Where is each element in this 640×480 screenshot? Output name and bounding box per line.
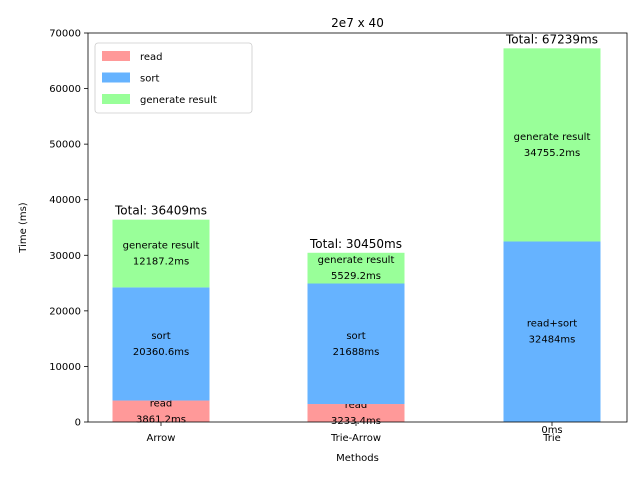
bar-sort-arrow [112, 287, 210, 401]
y-tick-label: 20000 [49, 306, 81, 317]
y-tick-label: 10000 [49, 362, 81, 373]
chart-title: 2e7 x 40 [331, 16, 384, 30]
total-label: Total: 30450ms [309, 237, 402, 251]
bar-read-trie-arrow [307, 404, 405, 422]
bar-sort-trie-arrow [307, 283, 405, 405]
legend-box [94, 42, 253, 114]
bar-generate-result-arrow [112, 219, 210, 288]
legend-label: read [140, 52, 163, 63]
legend-swatch [102, 94, 130, 104]
legend-label: sort [140, 74, 159, 85]
segment-label: read+sort 32484ms [527, 319, 577, 346]
y-axis-label: Time (ms) [18, 202, 29, 254]
segment-label: generate result 5529.2ms [318, 255, 395, 282]
plot-frame [87, 32, 628, 423]
segment-label: read 3233.4ms [331, 400, 381, 427]
bar-read-arrow [112, 400, 210, 422]
total-label: Total: 67239ms [505, 32, 598, 46]
bar-generate-result-trie [503, 48, 601, 242]
y-tick-label: 70000 [49, 29, 81, 40]
segment-label: generate result 12187.2ms [123, 241, 200, 268]
bar-generate-result-trie-arrow [307, 252, 405, 284]
y-tick-label: 30000 [49, 251, 81, 262]
bars-layer: read 3861.2ms read 3233.4ms 0ms sort 20360.6ms… [112, 32, 601, 436]
y-tick-label: 0 [75, 418, 81, 429]
legend-swatch [102, 51, 130, 61]
y-tick-label: 50000 [49, 140, 81, 151]
segment-label: sort 21688ms [333, 331, 380, 358]
segment-label: sort 20360.6ms [133, 331, 189, 358]
x-axis-label: Methods [336, 453, 379, 464]
legend: read sort generate result [94, 42, 253, 114]
segment-label: generate result 34755.2ms [514, 132, 591, 159]
segment-label: read 3861.2ms [136, 398, 186, 425]
x-tick-label: Arrow [147, 433, 176, 444]
x-tick-label: Trie-Arrow [330, 433, 381, 444]
x-tick-label: Trie [542, 433, 561, 444]
bar-sort-trie [503, 241, 601, 422]
segment-label: 0ms [541, 425, 562, 436]
axes-layer: 0 10000 20000 30000 40000 50000 60000 70000 Arro… [49, 29, 628, 444]
y-tick-label: 40000 [49, 195, 81, 206]
legend-label: generate result [140, 95, 217, 106]
total-label: Total: 36409ms [114, 204, 207, 218]
legend-swatch [102, 72, 130, 83]
y-tick-label: 60000 [49, 84, 81, 95]
